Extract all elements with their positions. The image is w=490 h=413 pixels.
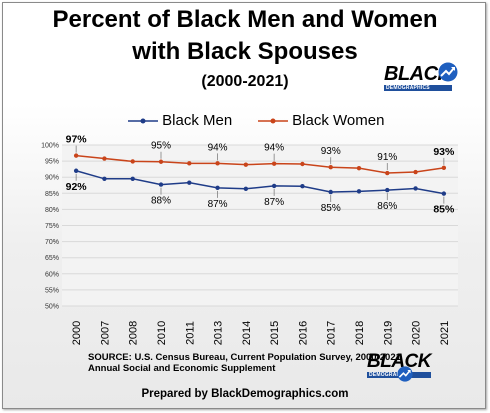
data-point-men xyxy=(158,182,164,187)
y-tick-label: 100% xyxy=(41,143,59,150)
data-point-men xyxy=(130,176,135,182)
data-point-women xyxy=(413,169,418,175)
y-tick-label: 90% xyxy=(45,175,59,182)
y-tick-label: 60% xyxy=(45,271,59,278)
x-tick-label: 2019 xyxy=(382,321,394,345)
x-tick-label: 2017 xyxy=(326,321,338,345)
data-point-men xyxy=(102,176,107,182)
data-point-women xyxy=(73,153,79,158)
y-tick-label: 80% xyxy=(45,207,59,214)
data-point-men xyxy=(243,186,249,191)
chart-subtitle: (2000-2021) xyxy=(201,73,289,90)
data-point-women xyxy=(356,165,362,171)
y-tick-label: 70% xyxy=(45,239,59,246)
data-label-men: 86% xyxy=(377,201,397,212)
data-point-women xyxy=(328,165,333,170)
data-point-women xyxy=(385,170,390,176)
black-demographics-logo-top: BLACK DEMOGRAPHICS xyxy=(384,62,458,91)
data-point-women xyxy=(243,162,249,167)
data-point-women xyxy=(130,159,135,164)
x-tick-label: 2010 xyxy=(156,321,168,345)
source-line-2: Annual Social and Economic Supplement xyxy=(88,363,276,374)
y-tick-label: 95% xyxy=(45,159,59,166)
data-point-women xyxy=(215,161,220,166)
data-label-men: 87% xyxy=(264,197,284,208)
y-tick-label: 85% xyxy=(45,191,59,198)
series-line-men xyxy=(75,170,444,195)
data-point-men xyxy=(385,187,390,193)
source-line-1: SOURCE: U.S. Census Bureau, Current Popu… xyxy=(88,352,401,363)
x-tick-label: 2000 xyxy=(71,321,83,345)
trend-arrow-icon xyxy=(438,62,458,82)
legend-item-men: Black Men xyxy=(128,112,232,129)
data-point-women xyxy=(102,156,107,161)
y-tick-label: 55% xyxy=(45,287,59,294)
y-tick-label: 50% xyxy=(45,304,59,311)
y-tick-label: 75% xyxy=(45,223,59,230)
x-tick-label: 2020 xyxy=(411,321,423,345)
data-point-women xyxy=(271,161,277,166)
source-note: SOURCE: U.S. Census Bureau, Current Popu… xyxy=(88,352,401,374)
data-label-women: 94% xyxy=(264,143,284,154)
data-label-men: 87% xyxy=(208,199,228,210)
data-point-women xyxy=(441,165,447,171)
logo-word: BLACK xyxy=(367,351,432,372)
data-point-men xyxy=(441,191,447,196)
data-point-men xyxy=(271,183,277,189)
data-label-women: 95% xyxy=(151,141,171,152)
x-tick-label: 2015 xyxy=(269,321,281,345)
series-line-women xyxy=(76,154,444,174)
data-point-men xyxy=(413,186,418,191)
legend-swatch-women xyxy=(258,118,288,124)
data-label-women: 93% xyxy=(433,146,455,158)
data-label-women: 93% xyxy=(321,146,341,157)
data-label-men: 88% xyxy=(151,196,171,207)
data-point-women xyxy=(300,161,305,167)
logo-word: BLACK xyxy=(384,63,452,85)
data-point-men xyxy=(356,189,362,194)
legend-label-women: Black Women xyxy=(292,112,385,129)
x-tick-label: 2013 xyxy=(213,321,225,345)
data-point-women xyxy=(187,161,192,166)
data-point-women xyxy=(158,159,164,164)
black-demographics-logo-bottom: BLACK DEMOGRAPHICS xyxy=(367,351,432,382)
x-tick-label: 2008 xyxy=(128,321,140,345)
data-label-men: 85% xyxy=(321,203,341,214)
x-tick-label: 2018 xyxy=(354,321,366,345)
chart-title-line2: with Black Spouses xyxy=(132,38,358,65)
data-point-men xyxy=(215,185,220,191)
logo-tagline: DEMOGRAPHICS xyxy=(384,85,452,91)
x-tick-label: 2011 xyxy=(184,321,196,345)
data-point-men xyxy=(187,180,192,185)
data-label-men: 92% xyxy=(66,181,88,193)
x-tick-label: 2021 xyxy=(439,321,451,345)
trend-arrow-icon xyxy=(397,366,413,382)
chart-title-line1: Percent of Black Men and Women xyxy=(52,6,438,33)
data-label-women: 94% xyxy=(208,142,228,153)
legend-swatch-men xyxy=(128,118,158,124)
data-label-women: 91% xyxy=(377,152,397,163)
legend-item-women: Black Women xyxy=(258,112,384,129)
data-point-men xyxy=(300,184,305,189)
x-tick-label: 2014 xyxy=(241,321,253,345)
legend-label-men: Black Men xyxy=(162,112,233,129)
x-tick-label: 2016 xyxy=(297,321,309,345)
y-tick-label: 65% xyxy=(45,255,59,262)
data-label-women: 97% xyxy=(66,134,88,146)
data-point-men xyxy=(328,189,333,195)
x-tick-label: 2007 xyxy=(99,321,111,345)
prepared-by: Prepared by BlackDemographics.com xyxy=(141,388,349,400)
data-label-men: 85% xyxy=(433,204,455,216)
data-point-men xyxy=(73,168,79,173)
